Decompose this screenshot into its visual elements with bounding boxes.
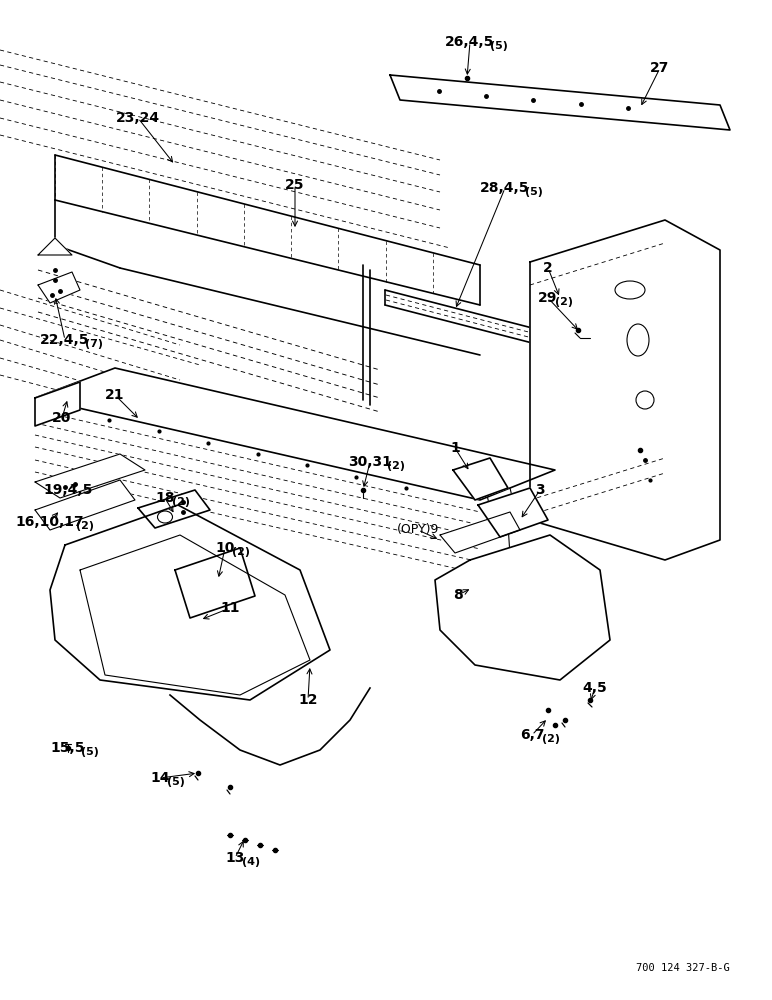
Text: 28,4,5: 28,4,5 xyxy=(480,181,530,195)
Text: 10: 10 xyxy=(215,541,235,555)
Polygon shape xyxy=(453,458,508,500)
Polygon shape xyxy=(38,238,72,255)
Polygon shape xyxy=(440,512,520,553)
Text: 13: 13 xyxy=(225,851,245,865)
Text: 8: 8 xyxy=(453,588,463,602)
Text: 30,31: 30,31 xyxy=(348,455,392,469)
Text: (2): (2) xyxy=(555,297,573,307)
Text: (2): (2) xyxy=(542,734,560,744)
Polygon shape xyxy=(530,220,720,560)
Text: 21: 21 xyxy=(105,388,125,402)
Text: (5): (5) xyxy=(489,41,507,51)
Polygon shape xyxy=(175,548,255,618)
Text: 22,4,5: 22,4,5 xyxy=(40,333,90,347)
Polygon shape xyxy=(138,490,210,528)
Text: 15,5: 15,5 xyxy=(51,741,85,755)
Text: 25: 25 xyxy=(285,178,305,192)
Text: 4,5: 4,5 xyxy=(583,681,608,695)
Text: (2): (2) xyxy=(172,497,190,507)
Text: 12: 12 xyxy=(298,693,318,707)
Text: 23,24: 23,24 xyxy=(116,111,160,125)
Text: 1: 1 xyxy=(450,441,460,455)
Polygon shape xyxy=(478,488,548,537)
Polygon shape xyxy=(390,75,730,130)
Text: 18: 18 xyxy=(155,491,174,505)
Text: 20: 20 xyxy=(52,411,72,425)
Polygon shape xyxy=(35,382,80,426)
Text: (7): (7) xyxy=(85,339,103,349)
Text: 26,4,5: 26,4,5 xyxy=(445,35,495,49)
Text: 29: 29 xyxy=(538,291,557,305)
Text: (OPY)9: (OPY)9 xyxy=(397,524,439,536)
Text: 6,7: 6,7 xyxy=(520,728,544,742)
Text: (2): (2) xyxy=(76,521,94,531)
Text: 16,10,17: 16,10,17 xyxy=(15,515,84,529)
Text: 700 124 327-B-G: 700 124 327-B-G xyxy=(636,963,730,973)
Text: (5): (5) xyxy=(168,777,185,787)
Polygon shape xyxy=(35,454,145,498)
Text: 27: 27 xyxy=(650,61,669,75)
Text: 19,4,5: 19,4,5 xyxy=(43,483,93,497)
Text: 11: 11 xyxy=(220,601,240,615)
Text: (5): (5) xyxy=(81,747,100,757)
Text: (4): (4) xyxy=(242,857,260,867)
Polygon shape xyxy=(35,480,135,530)
Text: 3: 3 xyxy=(535,483,545,497)
Text: (2): (2) xyxy=(387,461,405,471)
Polygon shape xyxy=(38,272,80,303)
Polygon shape xyxy=(35,368,555,500)
Polygon shape xyxy=(50,505,330,700)
Text: 14: 14 xyxy=(151,771,170,785)
Text: 2: 2 xyxy=(543,261,553,275)
Text: (5): (5) xyxy=(525,187,543,197)
Polygon shape xyxy=(435,535,610,680)
Text: (2): (2) xyxy=(232,547,250,557)
